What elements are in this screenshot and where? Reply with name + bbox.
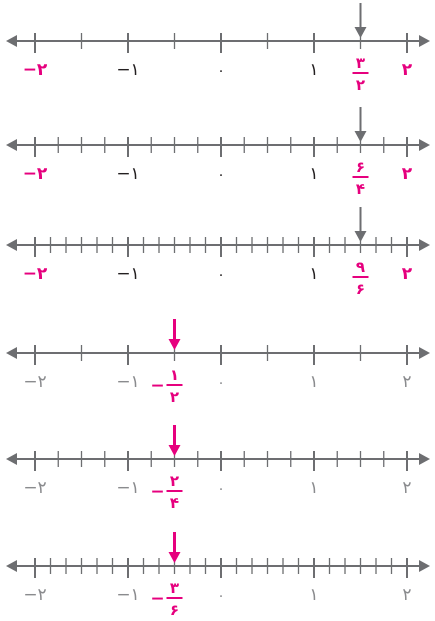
tick-label: ۰ bbox=[217, 267, 225, 283]
tick-label: −۱ bbox=[116, 164, 139, 184]
fraction-label: ۲ ۴− bbox=[150, 472, 183, 512]
tick-label: −۲ bbox=[23, 478, 46, 498]
pointer-arrow-down-icon bbox=[168, 445, 181, 456]
number-line-5: −۲ −۱ ۰ ۱ ۲ ۲ ۴− bbox=[6, 425, 430, 512]
tick-label: ۲ bbox=[402, 478, 411, 498]
axis-arrow-left-icon bbox=[6, 239, 17, 251]
tick-label: ۱ bbox=[309, 60, 318, 80]
tick-label: −۲ bbox=[23, 585, 46, 605]
axis-arrow-left-icon bbox=[6, 453, 17, 465]
tick-label: ۲ bbox=[402, 585, 411, 605]
axis-arrow-left-icon bbox=[6, 35, 17, 47]
number-line-2: −۲ −۱ ۰ ۱ ۲۶۴ bbox=[6, 107, 430, 198]
tick-label: ۱ bbox=[309, 478, 318, 498]
fraction-sign: − bbox=[150, 482, 164, 502]
number-line-4: −۲ −۱ ۰ ۱ ۲۱۲− bbox=[6, 319, 430, 406]
axis-arrow-right-icon bbox=[419, 347, 430, 359]
axis-arrow-right-icon bbox=[419, 560, 430, 572]
axis-arrow-right-icon bbox=[419, 35, 430, 47]
tick-label: −۲ bbox=[23, 164, 48, 184]
tick-label: ۱ bbox=[309, 372, 318, 392]
tick-label: −۱ bbox=[116, 478, 139, 498]
pointer-arrow-down-icon bbox=[354, 27, 367, 38]
fraction-label: ۶۴ bbox=[352, 158, 369, 198]
fraction-numerator: ۱ bbox=[170, 366, 179, 384]
tick-label: ۱ bbox=[309, 264, 318, 284]
tick-label: −۱ bbox=[116, 585, 139, 605]
fraction-denominator: ۴ bbox=[356, 180, 365, 198]
tick-label: ۱ bbox=[309, 585, 318, 605]
fraction-label: ۹۶ bbox=[352, 258, 369, 298]
axis-arrow-right-icon bbox=[419, 239, 430, 251]
pointer-arrow-down-icon bbox=[354, 131, 367, 142]
fraction-numerator: ۲ bbox=[170, 472, 179, 490]
fraction-label: ۳۲ bbox=[352, 54, 369, 94]
tick-label: ۰ bbox=[217, 375, 225, 391]
fraction-numerator: ۳ bbox=[356, 54, 365, 72]
tick-label: −۲ bbox=[23, 372, 46, 392]
tick-label: ۱ bbox=[309, 164, 318, 184]
tick-label: ۲ bbox=[402, 372, 411, 392]
fraction-numerator: ۶ bbox=[356, 158, 365, 176]
fraction-sign: − bbox=[150, 376, 164, 396]
fraction-numerator: ۳ bbox=[170, 579, 179, 597]
tick-label: ۰ bbox=[217, 481, 225, 497]
tick-label: −۲ bbox=[23, 264, 48, 284]
tick-label: ۰ bbox=[217, 63, 225, 79]
fraction-denominator: ۶ bbox=[356, 280, 365, 298]
fraction-denominator: ۴ bbox=[170, 494, 179, 512]
tick-label: −۱ bbox=[116, 60, 139, 80]
axis-arrow-left-icon bbox=[6, 139, 17, 151]
number-line-3: −۲ −۱ ۰ ۱ ۲۹۶ bbox=[6, 207, 430, 298]
axis-arrow-right-icon bbox=[419, 453, 430, 465]
axis-arrow-right-icon bbox=[419, 139, 430, 151]
tick-label: −۱ bbox=[116, 372, 139, 392]
axis-arrow-left-icon bbox=[6, 347, 17, 359]
fraction-denominator: ۲ bbox=[170, 388, 179, 406]
axis-arrow-left-icon bbox=[6, 560, 17, 572]
tick-label: ۰ bbox=[217, 588, 225, 604]
pointer-arrow-down-icon bbox=[354, 231, 367, 242]
fraction-sign: − bbox=[150, 589, 164, 609]
pointer-arrow-down-icon bbox=[168, 552, 181, 563]
tick-label: ۲ bbox=[402, 60, 413, 80]
fraction-label: ۳ ۶− bbox=[150, 579, 183, 619]
tick-label: −۲ bbox=[23, 60, 48, 80]
tick-label: ۲ bbox=[402, 264, 413, 284]
pointer-arrow-down-icon bbox=[168, 339, 181, 350]
fraction-denominator: ۲ bbox=[356, 76, 365, 94]
number-line-6: −۲ −۱ ۰ ۱ ۲ ۳ ۶− bbox=[6, 532, 430, 619]
number-line-1: −۲ −۱ ۰ ۱ ۲۳۲ bbox=[6, 3, 430, 94]
fraction-denominator: ۶ bbox=[170, 601, 179, 619]
fraction-label: ۱ ۲− bbox=[150, 366, 183, 406]
tick-label: −۱ bbox=[116, 264, 139, 284]
fraction-numerator: ۹ bbox=[356, 258, 365, 276]
tick-label: ۲ bbox=[402, 164, 413, 184]
tick-label: ۰ bbox=[217, 167, 225, 183]
